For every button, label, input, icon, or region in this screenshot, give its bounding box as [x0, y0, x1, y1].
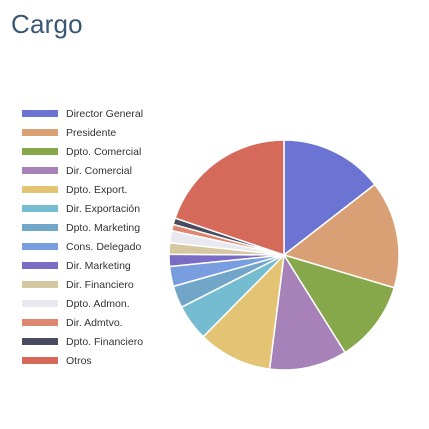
legend-swatch — [22, 338, 58, 345]
legend-label: Dir. Exportación — [66, 202, 141, 215]
legend-label: Dpto. Marketing — [66, 221, 141, 234]
legend-item[interactable]: Dir. Marketing — [22, 256, 143, 275]
legend-swatch — [22, 167, 58, 174]
legend-label: Otros — [66, 354, 92, 367]
legend-swatch — [22, 129, 58, 136]
pie-slice[interactable] — [283, 254, 395, 354]
pie-slice[interactable] — [202, 254, 285, 370]
legend-swatch — [22, 224, 58, 231]
pie-slice[interactable] — [283, 139, 376, 256]
legend-swatch — [22, 262, 58, 269]
legend-item[interactable]: Dpto. Comercial — [22, 142, 143, 161]
legend-label: Dir. Admtvo. — [66, 316, 123, 329]
legend-label: Presidente — [66, 126, 117, 139]
legend-item[interactable]: Dir. Exportación — [22, 199, 143, 218]
legend-item[interactable]: Presidente — [22, 123, 143, 142]
legend-label: Dpto. Admon. — [66, 297, 130, 310]
legend-swatch — [22, 281, 58, 288]
legend-label: Cons. Delegado — [66, 240, 142, 253]
legend-label: Dpto. Financiero — [66, 335, 144, 348]
legend-swatch — [22, 205, 58, 212]
legend-label: Dpto. Export. — [66, 183, 128, 196]
legend-item[interactable]: Dpto. Export. — [22, 180, 143, 199]
legend-swatch — [22, 319, 58, 326]
legend-item[interactable]: Otros — [22, 351, 143, 370]
legend-item[interactable]: Dpto. Marketing — [22, 218, 143, 237]
legend-swatch — [22, 148, 58, 155]
legend-label: Dir. Financiero — [66, 278, 134, 291]
legend-item[interactable]: Dpto. Admon. — [22, 294, 143, 313]
legend-item[interactable]: Dpto. Financiero — [22, 332, 143, 351]
chart-title: Cargo — [11, 9, 83, 39]
legend-swatch — [22, 300, 58, 307]
pie-slice[interactable] — [174, 139, 285, 256]
legend-item[interactable]: Director General — [22, 104, 143, 123]
legend: Director General Presidente Dpto. Comercia… — [22, 104, 143, 370]
legend-item[interactable]: Cons. Delegado — [22, 237, 143, 256]
legend-swatch — [22, 110, 58, 117]
pie-slice[interactable] — [283, 183, 400, 289]
legend-item[interactable]: Dir. Comercial — [22, 161, 143, 180]
legend-swatch — [22, 243, 58, 250]
legend-item[interactable]: Dir. Admtvo. — [22, 313, 143, 332]
legend-label: Director General — [66, 107, 144, 120]
pie-slice[interactable] — [268, 254, 346, 371]
legend-swatch — [22, 186, 58, 193]
legend-item[interactable]: Dir. Financiero — [22, 275, 143, 294]
legend-label: Dir. Comercial — [66, 164, 132, 177]
legend-label: Dpto. Comercial — [66, 145, 142, 158]
legend-swatch — [22, 357, 58, 364]
legend-label: Dir. Marketing — [66, 259, 131, 272]
